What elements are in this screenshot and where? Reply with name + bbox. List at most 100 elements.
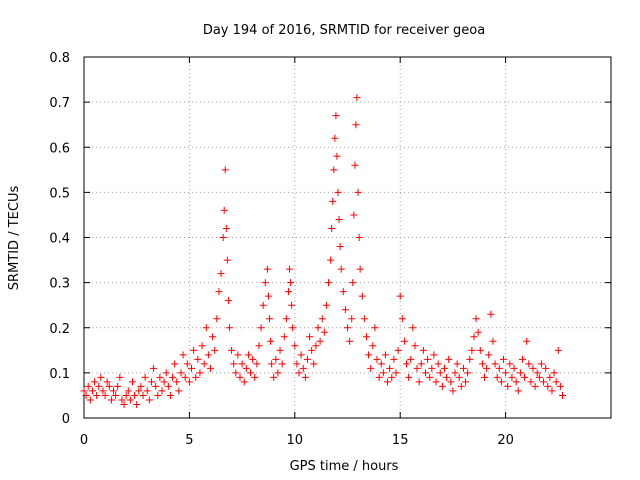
data-point [447, 378, 455, 386]
data-point [360, 315, 368, 323]
data-point [419, 346, 427, 354]
data-point [190, 346, 198, 354]
data-point [330, 166, 338, 174]
data-point [297, 351, 305, 359]
data-point [308, 346, 316, 354]
x-axis-label: GPS time / hours [290, 459, 399, 474]
data-point [392, 369, 400, 377]
data-point [220, 206, 228, 214]
data-point [318, 315, 326, 323]
data-point [332, 112, 340, 120]
data-point [394, 346, 402, 354]
data-point [544, 382, 552, 390]
data-point [267, 337, 275, 345]
data-point [476, 346, 484, 354]
data-point [353, 94, 361, 102]
data-point [86, 396, 94, 404]
data-point [457, 382, 465, 390]
data-point [147, 378, 155, 386]
data-point [244, 351, 252, 359]
data-point [288, 301, 296, 309]
data-point [322, 301, 330, 309]
data-point [101, 391, 109, 399]
data-point [468, 346, 476, 354]
data-point [200, 360, 208, 368]
data-point [455, 373, 463, 381]
data-point [396, 292, 404, 300]
data-point [116, 373, 124, 381]
data-point [514, 387, 522, 395]
data-point [485, 351, 493, 359]
data-point [114, 382, 122, 390]
y-axis-label: SRMTID / TECUs [7, 186, 22, 291]
data-point [219, 234, 227, 241]
data-point [489, 337, 497, 345]
data-point [204, 351, 212, 359]
data-point [133, 400, 141, 408]
data-point [356, 265, 364, 273]
data-points [80, 94, 567, 408]
data-point [84, 382, 92, 390]
data-point [434, 360, 442, 368]
data-point [430, 351, 438, 359]
data-point [502, 369, 510, 377]
data-point [128, 378, 136, 386]
data-point [150, 364, 158, 372]
data-point [99, 387, 107, 395]
y-tick-label: 0.4 [49, 232, 70, 247]
data-point [508, 373, 516, 381]
data-point [398, 315, 406, 323]
data-point [339, 288, 347, 296]
data-point [314, 324, 322, 332]
data-point [173, 378, 181, 386]
data-point [185, 378, 193, 386]
data-point [126, 396, 134, 404]
data-point [432, 378, 440, 386]
data-point [284, 288, 292, 296]
data-point [403, 360, 411, 368]
y-tick-label: 0.3 [49, 277, 70, 292]
data-point [449, 387, 457, 395]
data-point [105, 382, 113, 390]
y-tick-label: 0.6 [49, 141, 70, 156]
data-point [499, 355, 507, 363]
data-point [222, 224, 230, 232]
data-point [445, 355, 453, 363]
data-point [371, 324, 379, 332]
data-point [88, 387, 96, 395]
data-point [188, 364, 196, 372]
data-point [120, 400, 128, 408]
data-point [550, 369, 558, 377]
data-point [82, 391, 90, 399]
data-point [232, 369, 240, 377]
data-point [135, 387, 143, 395]
data-point [93, 391, 101, 399]
data-point [225, 324, 233, 332]
data-point [122, 391, 130, 399]
data-point [351, 161, 359, 169]
data-point [236, 373, 244, 381]
data-point [546, 373, 554, 381]
data-point [523, 337, 531, 345]
data-point [306, 333, 314, 341]
data-point [310, 360, 318, 368]
data-point [268, 360, 276, 368]
data-point [470, 333, 478, 341]
data-point [107, 396, 115, 404]
data-point [276, 346, 284, 354]
x-tick-label: 15 [392, 433, 409, 448]
data-point [495, 364, 503, 372]
data-point [337, 265, 345, 273]
data-point [112, 391, 120, 399]
data-point [264, 292, 272, 300]
data-point [240, 378, 248, 386]
data-point [451, 369, 459, 377]
data-point [487, 310, 495, 318]
data-point [257, 324, 265, 332]
data-point [286, 265, 294, 273]
data-point [542, 364, 550, 372]
data-point [459, 364, 467, 372]
data-point [280, 333, 288, 341]
data-point [540, 378, 548, 386]
data-point [331, 134, 339, 142]
